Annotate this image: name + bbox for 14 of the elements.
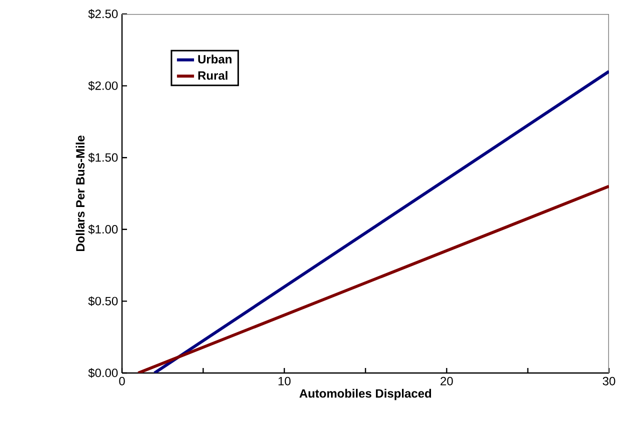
y-tick-label: $1.00 bbox=[88, 224, 118, 234]
y-axis-title: Dollars Per Bus-Mile bbox=[76, 136, 85, 252]
legend-label: Urban bbox=[198, 54, 232, 64]
y-tick-label: $0.50 bbox=[88, 296, 118, 306]
x-tick-label: 10 bbox=[278, 376, 291, 386]
legend-label: Rural bbox=[198, 70, 228, 80]
y-tick-label: $2.50 bbox=[88, 9, 118, 19]
x-tick-label: 30 bbox=[602, 376, 616, 386]
y-tick-label: $0.00 bbox=[88, 368, 118, 378]
y-tick-label: $2.00 bbox=[88, 80, 118, 91]
y-tick-label: $1.50 bbox=[88, 152, 118, 162]
x-axis-title: Automobiles Displaced bbox=[299, 388, 432, 400]
x-tick-label: 20 bbox=[440, 376, 453, 386]
x-tick-label: 0 bbox=[119, 376, 125, 386]
